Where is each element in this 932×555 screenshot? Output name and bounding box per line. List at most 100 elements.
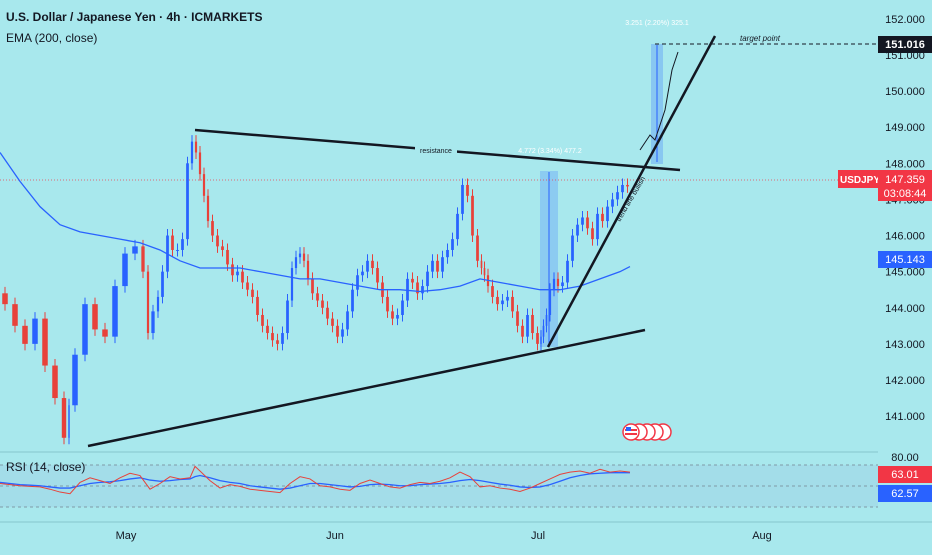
candle-body-51: [306, 260, 310, 279]
candle-body-83: [466, 184, 469, 196]
candle-body-69: [396, 314, 399, 319]
candle-body-20: [161, 271, 164, 297]
candle-body-43: [271, 333, 274, 341]
candle-body-57: [336, 325, 339, 337]
candle-body-16: [141, 246, 145, 272]
candle-body-110: [586, 217, 589, 229]
price-tick-7: 145.000: [885, 267, 925, 279]
candle-body-117: [621, 184, 624, 193]
candle-body-109: [581, 217, 584, 225]
candle-body-23: [176, 249, 179, 251]
measure-label-1: 4.772 (3.34%) 477.2: [518, 148, 582, 155]
measure-label-2: 3.251 (2.20%) 325.1: [625, 20, 689, 27]
candle-body-8: [68, 405, 70, 438]
price-tick-4: 148.000: [885, 158, 925, 170]
candle-body-114: [606, 206, 609, 222]
candle-body-34: [226, 249, 229, 265]
candle-body-35: [231, 264, 234, 276]
resistance-label-bg: [415, 145, 457, 155]
trend-line[interactable]: [546, 35, 717, 348]
ema-legend[interactable]: EMA (200, close): [6, 31, 98, 45]
candle-body-103: [552, 278, 556, 290]
event-flags[interactable]: [622, 423, 672, 441]
price-tick-0: 152.000: [885, 14, 925, 26]
support-line[interactable]: [87, 328, 646, 448]
time-label-aug: Aug: [752, 530, 772, 542]
rsi-axis-label: 80.00: [891, 452, 919, 464]
candle-body-87: [483, 268, 486, 276]
ema-line: [0, 152, 631, 293]
candle-body-9: [72, 354, 78, 406]
candle-body-73: [416, 282, 419, 294]
candle-body-42: [266, 325, 269, 334]
candle-body-3: [22, 325, 28, 344]
price-tick-10: 142.000: [885, 375, 925, 387]
target-price-badge: [878, 36, 932, 53]
us-flag-canton: [626, 427, 631, 431]
candle-body-61: [356, 275, 359, 290]
candle-body-48: [294, 257, 298, 269]
candle-body-68: [391, 311, 394, 319]
target-label: target point: [740, 34, 781, 43]
rsi-line: [0, 465, 631, 495]
ema-value: 145.143: [885, 254, 925, 266]
time-axis[interactable]: [0, 522, 878, 550]
candle-body-38: [246, 282, 249, 290]
candle-body-36: [236, 271, 239, 276]
last-price-value: 147.359: [885, 174, 925, 186]
candle-body-50: [302, 253, 306, 261]
candle-body-81: [456, 213, 459, 240]
projection-path: [639, 51, 679, 151]
candle-body-49: [298, 253, 302, 258]
candle-body-31: [211, 221, 214, 236]
candle-body-32: [216, 235, 219, 247]
candle-body-112: [596, 213, 599, 240]
candle-body-90: [496, 296, 499, 305]
last-price-badge: [878, 170, 932, 201]
candle-body-45: [281, 333, 284, 344]
candle-body-52: [311, 278, 314, 294]
candle-body-30: [206, 195, 210, 222]
candle-body-18: [151, 311, 155, 334]
candle-body-58: [341, 329, 344, 337]
candle-body-24: [181, 239, 184, 250]
us-flag-stripe: [625, 433, 637, 435]
candle-body-77: [436, 260, 439, 272]
symbol-badge: [838, 170, 882, 188]
symbol-label: USDJPY: [840, 175, 880, 186]
candle-body-63: [366, 260, 369, 272]
time-label-jun: Jun: [326, 530, 344, 542]
candle-body-80: [451, 239, 454, 250]
candle-body-33: [221, 246, 224, 250]
candle-body-115: [611, 199, 614, 207]
candle-body-2: [12, 304, 18, 326]
candle-body-84: [471, 195, 474, 236]
candle-body-19: [156, 296, 160, 312]
candle-body-1: [2, 293, 8, 305]
candle-body-62: [361, 271, 364, 276]
candle-body-78: [441, 257, 444, 272]
candle-body-72: [411, 278, 414, 283]
candle-body-116: [616, 192, 619, 200]
ema-badge: [878, 251, 932, 268]
candle-body-98: [536, 333, 539, 344]
candle-body-108: [576, 224, 579, 236]
rsi-value: 63.01: [891, 469, 919, 481]
candle-body-113: [601, 213, 604, 222]
us-flag-icon: [622, 423, 640, 441]
price-axis[interactable]: [878, 0, 932, 550]
chart-title[interactable]: U.S. Dollar / Japanese Yen · 4h · ICMARK…: [6, 10, 263, 24]
candle-body-27: [194, 141, 198, 153]
price-pane[interactable]: [0, 0, 878, 450]
candle-body-14: [122, 253, 128, 287]
candle-body-76: [431, 260, 434, 272]
rsi-badge: [878, 466, 932, 483]
candle-body-111: [591, 228, 594, 240]
candle-body-59: [346, 311, 349, 330]
candle-body-74: [421, 286, 424, 294]
rsi-legend[interactable]: RSI (14, close): [6, 460, 86, 474]
candle-body-102: [548, 289, 552, 315]
rsi-ma-value: 62.57: [891, 488, 919, 500]
